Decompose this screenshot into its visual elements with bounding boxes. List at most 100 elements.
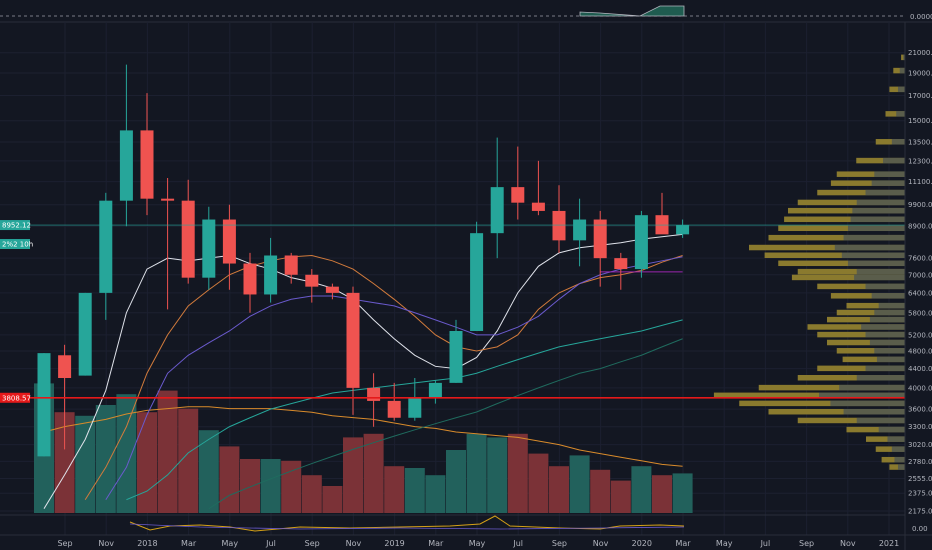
- volume-profile-bar-inner: [861, 324, 905, 330]
- volume-bar: [137, 412, 157, 513]
- volume-bar: [446, 450, 466, 513]
- y-tick-label: 6400.00: [908, 289, 932, 297]
- candle-body: [140, 130, 154, 199]
- y-tick-label: 2780.00: [908, 458, 932, 466]
- volume-profile-bar: [901, 54, 905, 61]
- candle-body: [511, 187, 525, 203]
- volume-profile-bar: [836, 171, 905, 177]
- candle-body: [264, 255, 278, 295]
- volume-profile-bar-inner: [847, 225, 905, 232]
- volume-profile-bar-inner: [847, 260, 905, 267]
- volume-bar: [260, 459, 281, 513]
- price-badge: [0, 220, 30, 231]
- volume-profile-bar-inner: [856, 417, 905, 424]
- volume-profile-bar: [827, 339, 905, 346]
- volume-profile-bar: [827, 316, 905, 323]
- y-tick-label: 3600.00: [908, 406, 932, 414]
- volume-bar: [75, 415, 96, 513]
- price-badge-label: 2%2 10h: [2, 241, 33, 249]
- volume-profile-bar: [893, 67, 905, 74]
- volume-bars: [34, 383, 693, 513]
- x-tick-label: Mar: [675, 539, 691, 548]
- y-tick-label: 17000.00: [908, 92, 932, 100]
- candle-body: [614, 258, 628, 270]
- x-tick-label: Sep: [305, 539, 320, 548]
- volume-bar: [198, 430, 219, 513]
- volume-profile-bar: [768, 234, 905, 241]
- y-tick-label: 13500.00: [908, 139, 932, 147]
- candle-body: [37, 353, 51, 457]
- y-tick-label: 3020.00: [908, 441, 932, 449]
- y-tick-label: 11100.00: [908, 178, 932, 186]
- volume-profile-bar: [889, 86, 905, 93]
- candle-body: [428, 382, 442, 399]
- candle-body: [99, 200, 113, 293]
- y-tick-label: 2375.00: [908, 490, 932, 498]
- volume-profile-bar-inner: [869, 339, 905, 346]
- candle-body: [408, 398, 422, 418]
- volume-bar: [652, 475, 672, 513]
- volume-profile-bar-inner: [871, 180, 905, 186]
- x-tick-label: Nov: [98, 539, 114, 548]
- candle-body: [449, 330, 463, 383]
- volume-profile-bar-inner: [856, 375, 905, 381]
- x-tick-label: Sep: [57, 539, 72, 548]
- moving-average-line: [208, 338, 683, 510]
- x-tick-label: Nov: [840, 539, 856, 548]
- volume-bar: [95, 405, 116, 513]
- candle-body: [531, 202, 545, 211]
- x-tick-label: Sep: [799, 539, 814, 548]
- top-pane: 0.0000: [0, 5, 932, 23]
- volume-profile-bar: [836, 309, 905, 316]
- volume-profile-bar: [830, 180, 905, 186]
- volume-profile-bar: [784, 216, 905, 223]
- y-tick-label: 5200.00: [908, 331, 932, 339]
- volume-ma-line: [43, 406, 683, 467]
- volume-bar: [178, 408, 199, 513]
- y-tick-label: 12300.00: [908, 157, 932, 165]
- volume-bar: [54, 412, 75, 513]
- volume-profile-bar: [866, 436, 905, 442]
- volume-profile-bar-inner: [887, 436, 905, 442]
- x-tick-label: Nov: [593, 539, 609, 548]
- support-line-badge-bg: [0, 392, 30, 403]
- volume-bar: [590, 469, 611, 513]
- candle-body: [593, 219, 607, 259]
- volume-profile-bar: [713, 392, 905, 399]
- volume-profile-bar: [846, 302, 905, 309]
- volume-profile-bar-inner: [852, 207, 905, 214]
- volume-profile-bar-inner: [874, 309, 905, 316]
- volume-profile-bar: [788, 207, 905, 214]
- volume-profile-bar: [778, 260, 905, 267]
- volume-bar: [240, 459, 260, 513]
- volume-profile-bar-inner: [865, 283, 905, 290]
- volume-bar: [425, 475, 446, 513]
- volume-profile-bar: [764, 252, 905, 259]
- volume-profile-bar-inner: [850, 216, 905, 223]
- volume-profile-bar-inner: [865, 365, 905, 372]
- candle-body: [243, 263, 257, 295]
- volume-profile-bar: [817, 189, 905, 196]
- x-tick-label: May: [222, 539, 239, 548]
- volume-bar: [384, 466, 405, 513]
- bottom-indicator-line: [129, 515, 685, 532]
- volume-profile-bar: [797, 417, 905, 424]
- volume-profile-bar: [875, 446, 905, 452]
- volume-profile-bar-inner: [878, 302, 905, 309]
- y-tick-label: 2555.00: [908, 475, 932, 483]
- volume-bar: [507, 433, 528, 513]
- y-tick-label: 3300.00: [908, 423, 932, 431]
- support-line-badge: 3808.57: [0, 392, 31, 403]
- x-tick-label: Sep: [552, 539, 567, 548]
- volume-bar: [157, 390, 178, 513]
- bottom-pane: 0.00: [0, 514, 932, 536]
- x-tick-label: 2019: [384, 539, 404, 548]
- price-axis: 21000.00 19000.00 17000.00 15000.00 13500.00…: [908, 49, 932, 515]
- volume-profile-bar-inner: [843, 234, 905, 241]
- volume-bar: [528, 453, 549, 513]
- y-tick-label: 4000.00: [908, 384, 932, 392]
- y-tick-label: 5800.00: [908, 309, 932, 317]
- volume-profile-bar-inner: [830, 400, 905, 407]
- x-tick-label: 2020: [632, 539, 652, 548]
- volume-profile-bar-inner: [871, 293, 905, 299]
